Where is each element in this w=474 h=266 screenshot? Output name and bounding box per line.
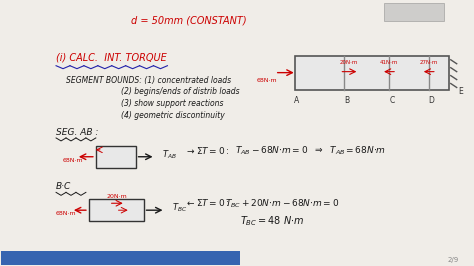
Bar <box>96 146 136 168</box>
Text: $\rightarrow\Sigma T{=}0:$: $\rightarrow\Sigma T{=}0:$ <box>185 145 230 156</box>
Text: C: C <box>390 96 395 105</box>
Text: SEG. AB :: SEG. AB : <box>56 128 99 137</box>
Text: B·C: B·C <box>56 182 71 192</box>
Bar <box>1 251 240 265</box>
Bar <box>295 56 449 90</box>
Text: 20N·m: 20N·m <box>340 60 358 65</box>
Text: $T_{BC} + 20N{\cdot}m - 68N{\cdot}m = 0$: $T_{BC} + 20N{\cdot}m - 68N{\cdot}m = 0$ <box>225 197 339 210</box>
Text: $T_{AB}$: $T_{AB}$ <box>163 148 177 161</box>
Text: $\leftarrow\Sigma T{=}0:$: $\leftarrow\Sigma T{=}0:$ <box>185 197 230 208</box>
Text: (3) show support reactions: (3) show support reactions <box>121 99 223 108</box>
Text: 68N·m: 68N·m <box>56 211 76 216</box>
Text: A: A <box>294 96 299 105</box>
Text: 68N·m: 68N·m <box>63 158 83 163</box>
Text: E: E <box>459 88 464 96</box>
Bar <box>384 3 444 21</box>
Text: 41N·m: 41N·m <box>380 60 398 65</box>
Text: (2) begins/ends of distrib loads: (2) begins/ends of distrib loads <box>121 88 239 97</box>
Text: 2/9: 2/9 <box>447 257 459 263</box>
Text: 27N·m: 27N·m <box>419 60 438 65</box>
Text: (i) CALC.  INT. TORQUE: (i) CALC. INT. TORQUE <box>56 53 167 63</box>
Text: $T_{AB} - 68N{\cdot}m = 0$  $\Rightarrow$  $T_{AB} = 68N{\cdot}m$: $T_{AB} - 68N{\cdot}m = 0$ $\Rightarrow$… <box>235 145 386 157</box>
Text: (4) geometric discontinuity: (4) geometric discontinuity <box>121 111 224 120</box>
Text: D: D <box>428 96 434 105</box>
Text: 20N·m: 20N·m <box>106 194 127 199</box>
Text: SEGMENT BOUNDS: (1) concentrated loads: SEGMENT BOUNDS: (1) concentrated loads <box>66 76 231 85</box>
Text: B: B <box>344 96 349 105</box>
Bar <box>89 199 144 221</box>
Text: $T_{BC}$: $T_{BC}$ <box>173 202 188 214</box>
Text: $T_{BC} = 48\ N{\cdot}m$: $T_{BC} = 48\ N{\cdot}m$ <box>240 214 304 228</box>
Text: d = 50mm (CONSTANT): d = 50mm (CONSTANT) <box>131 15 246 25</box>
Text: 68N·m: 68N·m <box>256 78 277 82</box>
